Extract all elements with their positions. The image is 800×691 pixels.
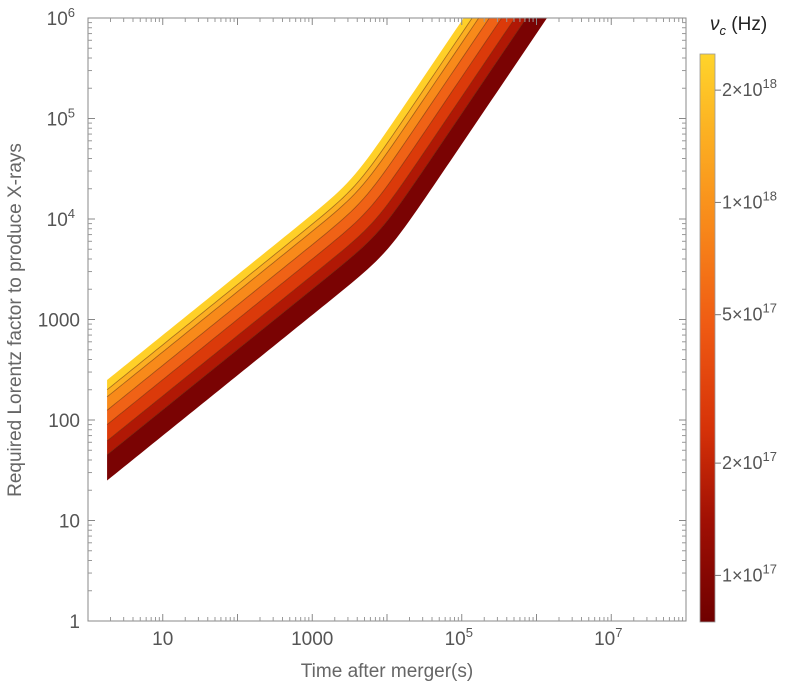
colorbar-gradient <box>699 53 716 623</box>
contour-bands <box>106 18 548 481</box>
x-tick-label: 1000 <box>291 629 333 650</box>
y-tick-label: 105 <box>47 106 75 131</box>
contour-band-5 <box>107 18 490 411</box>
x-tick-label: 105 <box>445 625 473 650</box>
colorbar-tick-label: 2×1017 <box>722 449 777 473</box>
contour-line-3 <box>106 18 503 425</box>
contour-line-6 <box>106 18 473 391</box>
colorbar-tick-label: 5×1017 <box>722 301 777 325</box>
x-tick-label: 107 <box>594 625 622 650</box>
colorbar-tick-label: 2×1018 <box>722 76 777 100</box>
contour-line-1 <box>106 18 527 456</box>
contour-band-2 <box>107 18 527 455</box>
x-axis-ticks: 10 1000 105 107 <box>152 625 622 650</box>
x-axis-title: Time after merger(s) <box>301 661 473 682</box>
contour-line-4 <box>106 18 490 411</box>
y-tick-label: 104 <box>47 206 75 231</box>
y-axis-title: Required Lorentz factor to produce X-ray… <box>5 143 26 497</box>
plot-frame <box>87 17 687 622</box>
y-tick-label: 106 <box>47 5 75 30</box>
colorbar-tick-label: 1×1017 <box>722 561 777 585</box>
colorbar-tick-label: 1×1018 <box>722 188 777 212</box>
contour-line-5 <box>106 18 480 398</box>
colorbar-title: νc (Hz) <box>710 14 767 38</box>
colorbar: νc (Hz) 2×1018 1×1018 5×1017 2×1017 1×1017 <box>699 14 777 623</box>
y-tick-label: 1 <box>69 612 80 633</box>
y-axis-ticks: 1 10 100 1000 104 105 106 <box>38 5 80 633</box>
contour-band-3 <box>107 18 515 441</box>
y-tick-label: 1000 <box>38 311 80 332</box>
contour-line-2 <box>106 18 516 442</box>
x-tick-label: 10 <box>152 629 173 650</box>
contour-band-1 <box>107 18 548 481</box>
y-tick-label: 100 <box>48 411 80 432</box>
y-tick-label: 10 <box>59 512 80 533</box>
contour-band-7 <box>107 18 473 390</box>
